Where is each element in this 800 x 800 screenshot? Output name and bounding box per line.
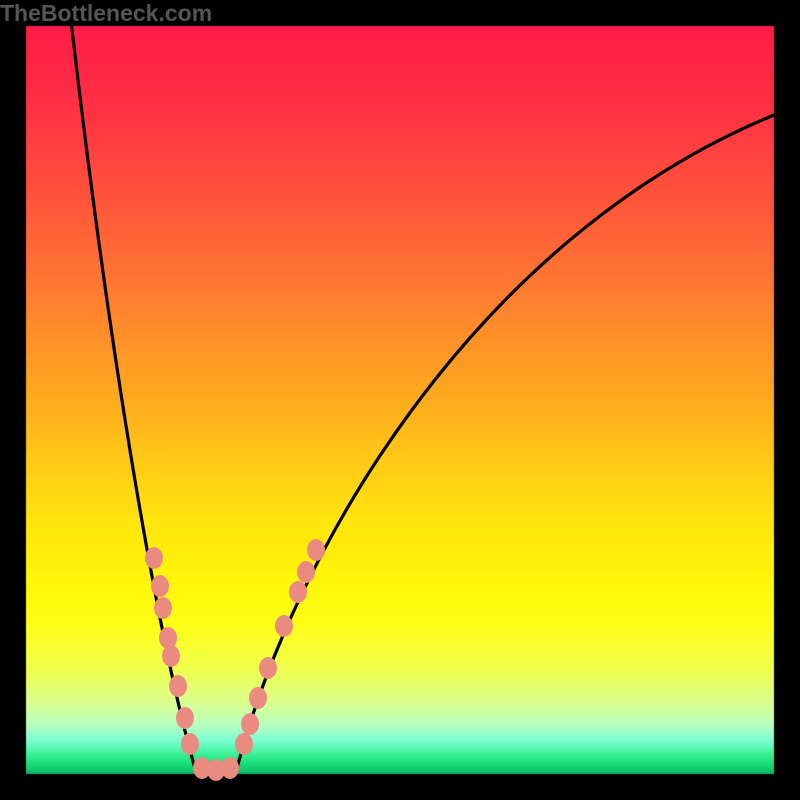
chart-stage: TheBottleneck.com [0,0,800,800]
watermark-text: TheBottleneck.com [0,0,788,27]
gradient-background [0,0,800,800]
